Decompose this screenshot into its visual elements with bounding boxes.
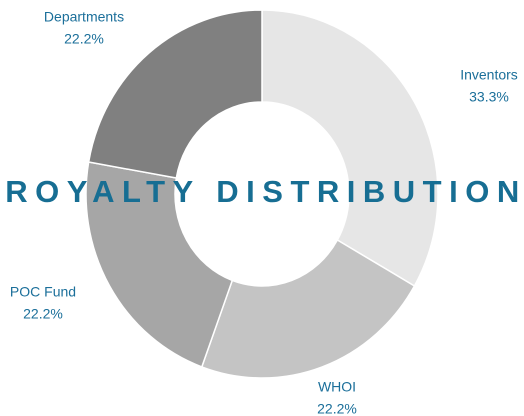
slice-label: Departments	[44, 9, 124, 25]
donut-slice	[87, 9, 263, 179]
slice-value-label: 22.2%	[317, 401, 357, 416]
slice-label: Inventors	[460, 67, 518, 83]
slices	[85, 9, 439, 379]
donut-slice	[200, 238, 416, 379]
slice-value-label: 22.2%	[64, 31, 104, 47]
donut-slice	[261, 9, 439, 288]
donut-slice	[85, 161, 234, 368]
slice-value-label: 22.2%	[23, 306, 63, 322]
slice-label: POC Fund	[10, 284, 76, 300]
chart-title: ROYALTY DISTRIBUTION	[5, 174, 524, 209]
slice-label: WHOI	[318, 379, 356, 395]
slice-value-label: 33.3%	[469, 89, 509, 105]
